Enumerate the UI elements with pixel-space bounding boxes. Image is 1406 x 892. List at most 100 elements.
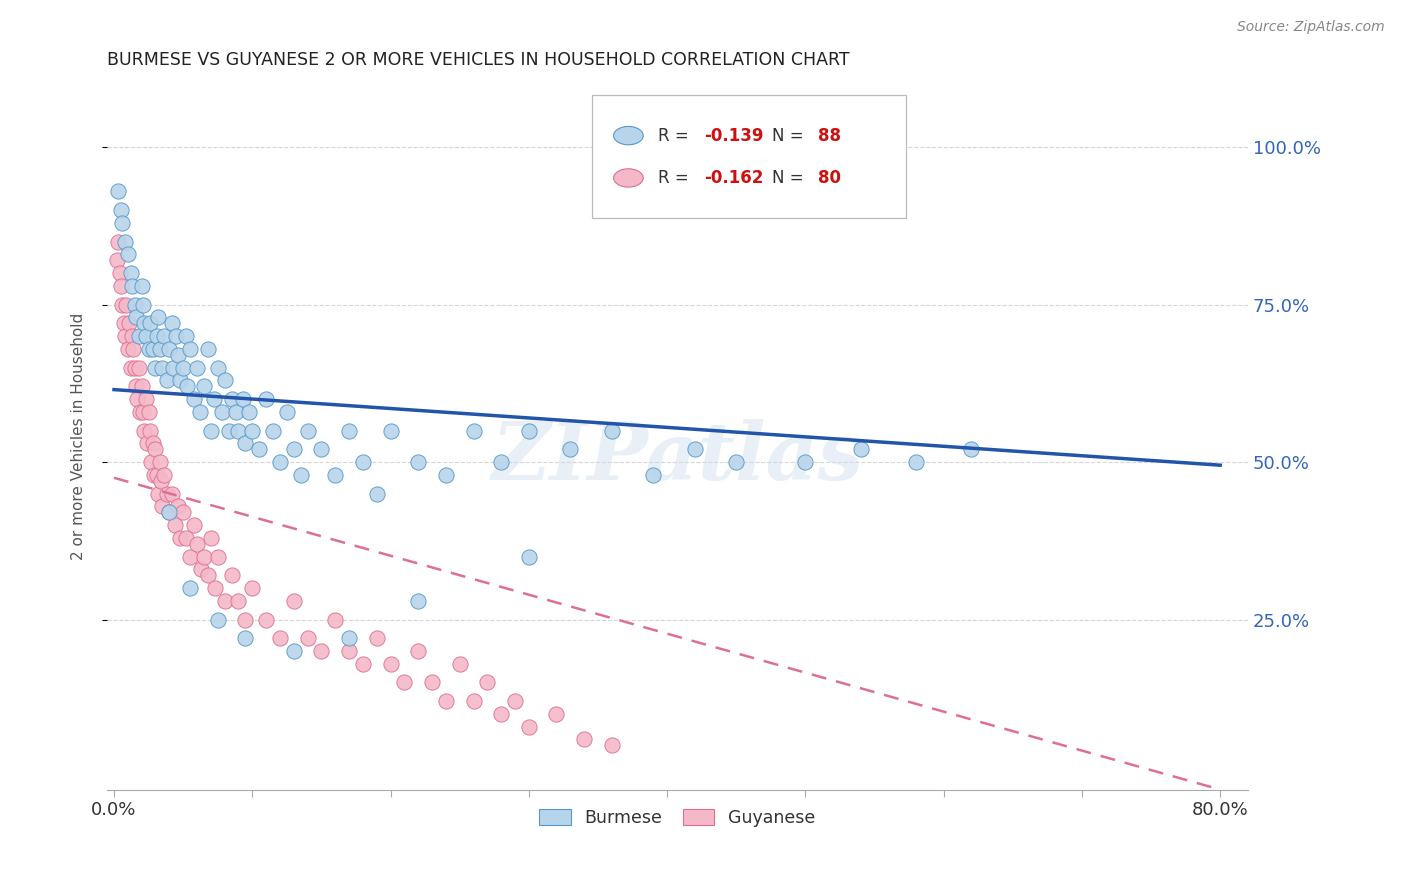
Point bbox=[174, 531, 197, 545]
Point bbox=[128, 329, 150, 343]
Point bbox=[145, 360, 167, 375]
Point bbox=[960, 442, 983, 457]
Point bbox=[132, 404, 155, 418]
Point bbox=[179, 342, 201, 356]
Point bbox=[135, 392, 157, 406]
Point bbox=[155, 373, 177, 387]
Point bbox=[125, 379, 148, 393]
Point bbox=[247, 442, 270, 457]
Point bbox=[186, 537, 208, 551]
Legend: Burmese, Guyanese: Burmese, Guyanese bbox=[533, 802, 823, 834]
Point bbox=[254, 392, 277, 406]
Point bbox=[211, 404, 233, 418]
Point bbox=[225, 404, 247, 418]
Point bbox=[232, 392, 254, 406]
Point bbox=[238, 404, 260, 418]
Point bbox=[517, 549, 540, 564]
Point bbox=[193, 379, 215, 393]
Point bbox=[150, 360, 173, 375]
Point bbox=[121, 329, 143, 343]
Point bbox=[297, 424, 319, 438]
Point bbox=[157, 342, 180, 356]
Point bbox=[600, 424, 623, 438]
Point bbox=[117, 342, 139, 356]
Text: R =: R = bbox=[658, 169, 695, 187]
Point bbox=[269, 455, 291, 469]
Point bbox=[114, 329, 136, 343]
Point bbox=[176, 379, 198, 393]
Point bbox=[380, 424, 402, 438]
Point bbox=[193, 549, 215, 564]
Point bbox=[214, 373, 236, 387]
Point bbox=[297, 632, 319, 646]
Point bbox=[135, 329, 157, 343]
Point bbox=[169, 531, 191, 545]
Point bbox=[139, 424, 162, 438]
Point bbox=[380, 657, 402, 671]
Point bbox=[112, 317, 135, 331]
Point bbox=[114, 235, 136, 249]
Point bbox=[160, 317, 183, 331]
Point bbox=[136, 436, 159, 450]
Point bbox=[160, 486, 183, 500]
Point bbox=[138, 404, 160, 418]
Point bbox=[125, 310, 148, 325]
FancyBboxPatch shape bbox=[592, 95, 905, 219]
Point bbox=[141, 455, 163, 469]
Point bbox=[145, 442, 167, 457]
Point bbox=[240, 581, 263, 595]
Text: -0.139: -0.139 bbox=[703, 127, 763, 145]
Point bbox=[323, 467, 346, 482]
Point bbox=[849, 442, 872, 457]
Text: 88: 88 bbox=[818, 127, 841, 145]
Point bbox=[503, 694, 526, 708]
Point bbox=[107, 184, 129, 198]
Point bbox=[517, 424, 540, 438]
Point bbox=[600, 739, 623, 753]
Point bbox=[149, 455, 172, 469]
Point bbox=[406, 644, 429, 658]
Point bbox=[166, 499, 188, 513]
Point bbox=[560, 442, 582, 457]
Point bbox=[572, 732, 595, 747]
Point bbox=[127, 392, 149, 406]
Point bbox=[179, 549, 201, 564]
Text: ZIPatlas: ZIPatlas bbox=[491, 419, 863, 497]
Point bbox=[290, 467, 312, 482]
Point bbox=[134, 317, 156, 331]
Point bbox=[406, 455, 429, 469]
Point bbox=[107, 235, 129, 249]
Point bbox=[228, 424, 250, 438]
Point bbox=[142, 342, 165, 356]
Point bbox=[489, 706, 512, 721]
Point bbox=[117, 247, 139, 261]
Point bbox=[643, 467, 665, 482]
Point bbox=[202, 392, 225, 406]
Point bbox=[148, 486, 170, 500]
Point bbox=[179, 581, 201, 595]
Circle shape bbox=[613, 127, 643, 145]
Point bbox=[683, 442, 706, 457]
Point bbox=[434, 694, 457, 708]
Point bbox=[128, 360, 150, 375]
Point bbox=[337, 644, 360, 658]
Point bbox=[207, 549, 229, 564]
Point bbox=[118, 317, 141, 331]
Point bbox=[283, 644, 305, 658]
Point bbox=[115, 297, 138, 311]
Point bbox=[276, 404, 298, 418]
Point bbox=[134, 424, 156, 438]
Point bbox=[269, 632, 291, 646]
Point bbox=[262, 424, 284, 438]
Point bbox=[131, 379, 153, 393]
Text: 80: 80 bbox=[818, 169, 841, 187]
Point bbox=[146, 467, 169, 482]
Point bbox=[131, 278, 153, 293]
Point bbox=[235, 613, 257, 627]
Point bbox=[110, 203, 132, 218]
Point bbox=[155, 486, 177, 500]
Point bbox=[546, 706, 568, 721]
Point bbox=[183, 518, 205, 533]
Point bbox=[111, 297, 134, 311]
Text: BURMESE VS GUYANESE 2 OR MORE VEHICLES IN HOUSEHOLD CORRELATION CHART: BURMESE VS GUYANESE 2 OR MORE VEHICLES I… bbox=[107, 51, 849, 69]
